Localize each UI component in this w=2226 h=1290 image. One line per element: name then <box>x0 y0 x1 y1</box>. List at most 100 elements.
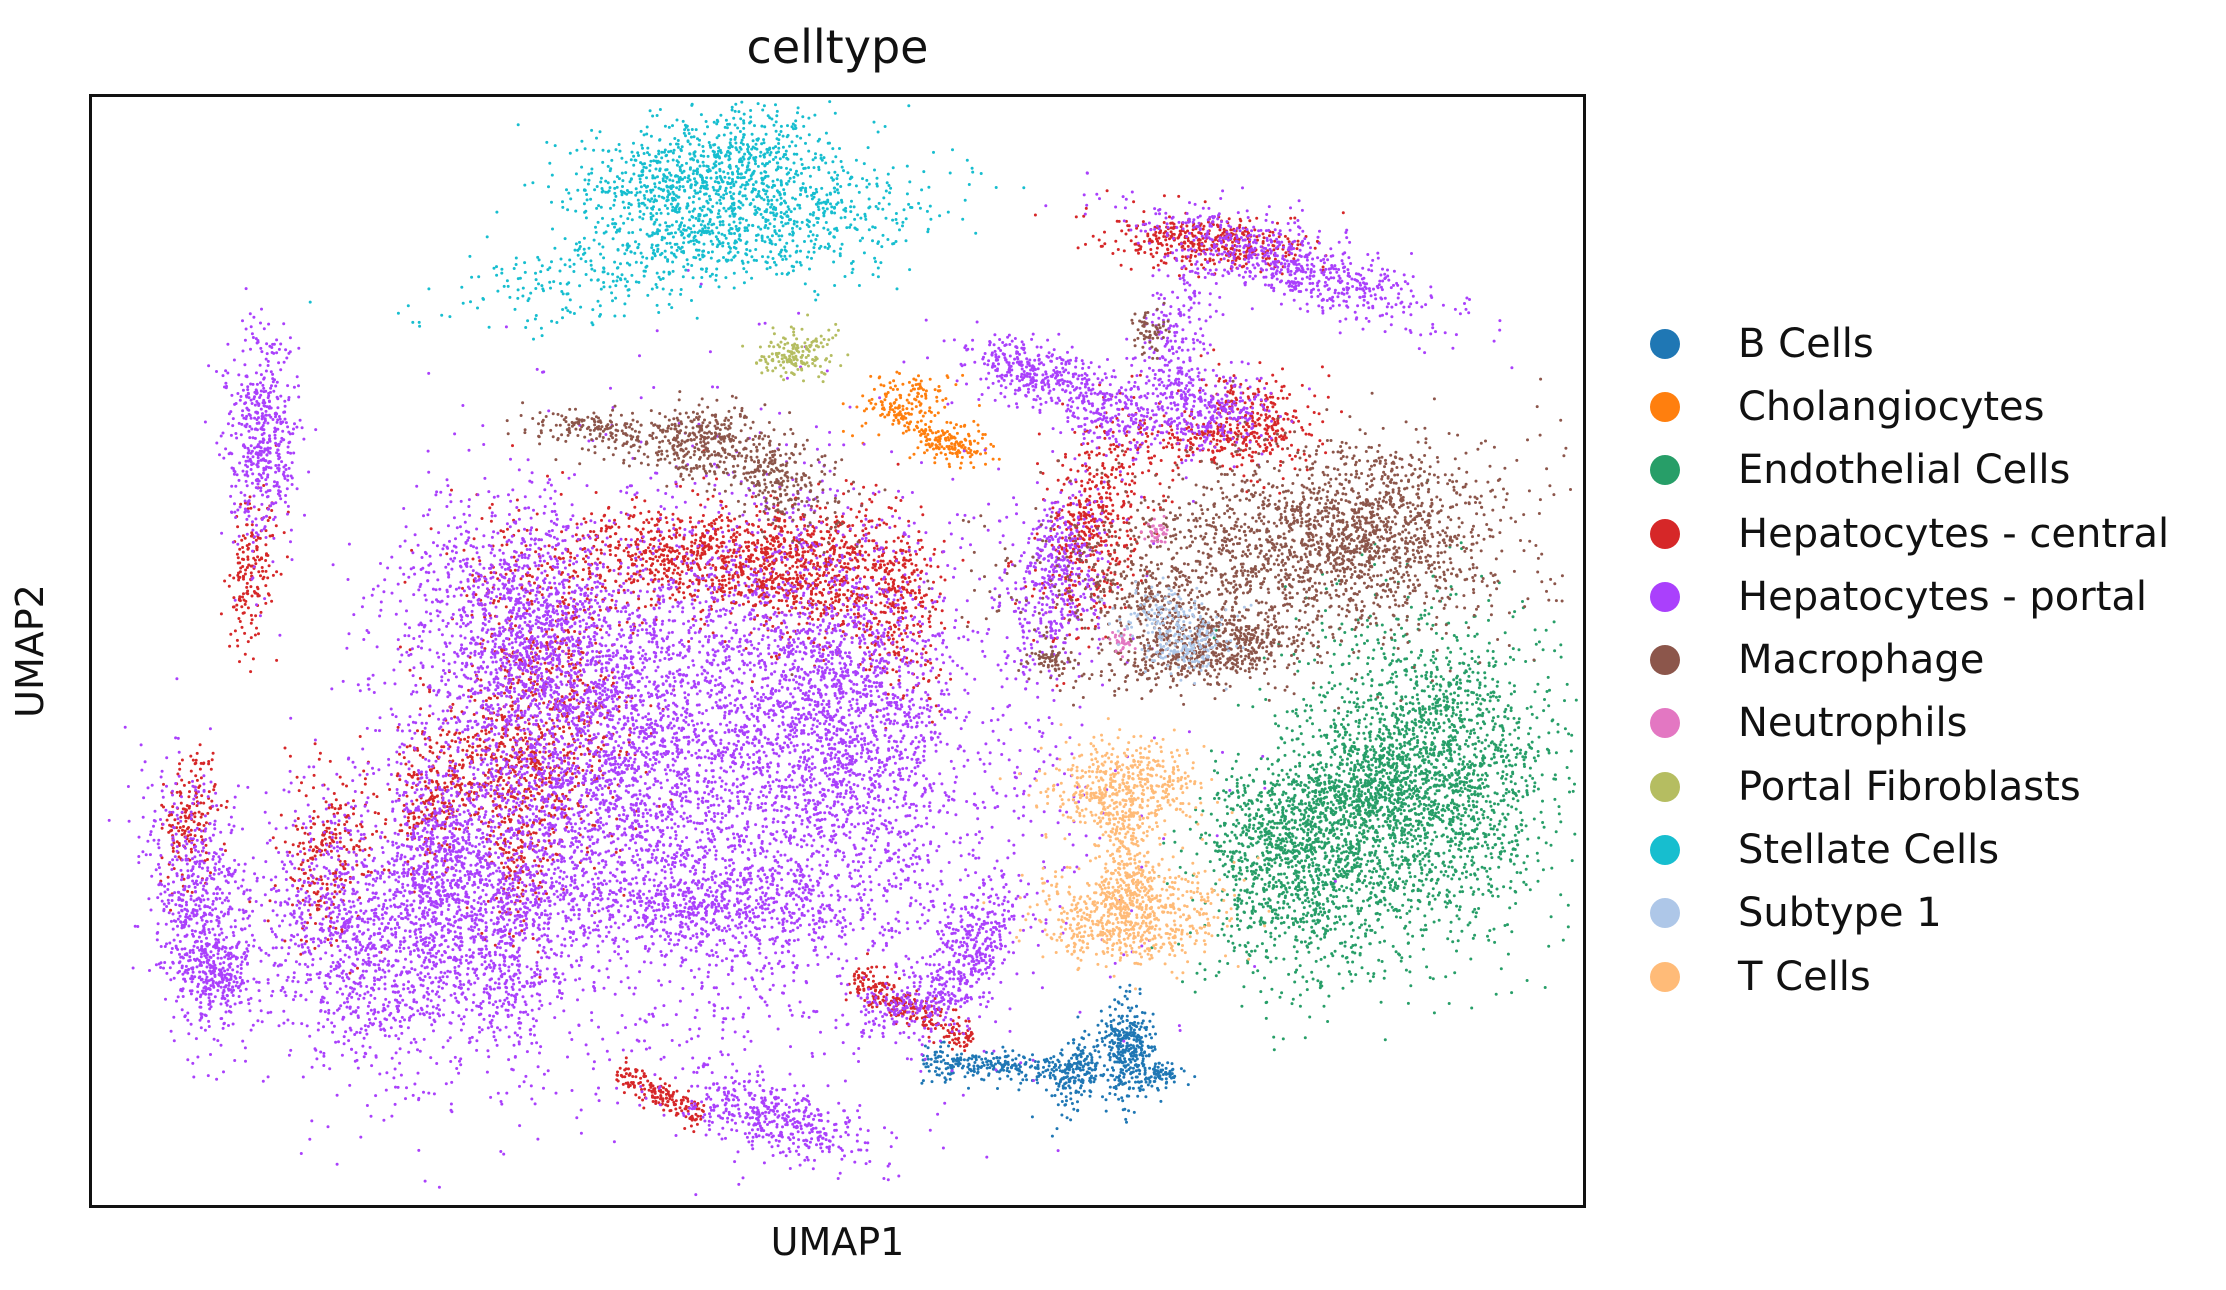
cell-point <box>1426 895 1430 899</box>
cell-point <box>1351 960 1355 964</box>
cell-point <box>1156 1070 1160 1074</box>
cell-point <box>1568 790 1571 794</box>
cell-point <box>864 421 868 425</box>
cell-point <box>1307 780 1311 784</box>
cell-point <box>1266 904 1270 908</box>
cell-point <box>1315 799 1319 803</box>
cell-point <box>1457 752 1461 756</box>
cell-point <box>1285 799 1289 803</box>
cell-point <box>1103 1036 1107 1040</box>
cell-point <box>1499 850 1503 854</box>
cell-point <box>1298 823 1302 827</box>
cell-point <box>1476 678 1480 682</box>
cell-point <box>1383 786 1387 790</box>
cell-point <box>1243 791 1247 794</box>
cell-point <box>1076 1015 1080 1019</box>
cell-point <box>1331 803 1335 807</box>
cell-point <box>1289 860 1293 864</box>
cell-point <box>1366 698 1370 702</box>
cell-point <box>1261 905 1265 909</box>
cell-point <box>1423 608 1427 612</box>
cell-point <box>1536 879 1540 883</box>
cell-point <box>1288 886 1292 890</box>
cell-point <box>1408 742 1412 746</box>
cell-point <box>1446 748 1450 752</box>
cell-point <box>1319 957 1323 961</box>
cell-point <box>1230 855 1234 859</box>
cell-point <box>1309 830 1313 834</box>
cell-point <box>1490 884 1494 888</box>
cell-point <box>1395 707 1399 711</box>
cell-point <box>967 447 971 450</box>
cell-point <box>1230 830 1234 834</box>
cell-point <box>1525 854 1529 858</box>
cell-point <box>1470 1006 1474 1010</box>
cell-point <box>1472 861 1476 865</box>
cell-point <box>1208 860 1212 864</box>
cell-point <box>1374 769 1378 773</box>
cell-point <box>1481 813 1485 817</box>
cell-point <box>1379 738 1383 741</box>
cell-point <box>1376 835 1379 839</box>
cell-point <box>1368 819 1372 822</box>
cell-point <box>1505 788 1509 791</box>
cell-point <box>1419 834 1422 838</box>
cell-point <box>1394 883 1397 887</box>
cell-point <box>1447 735 1451 739</box>
cell-point <box>1099 1073 1103 1077</box>
cell-point <box>1368 773 1372 777</box>
cell-point <box>1286 914 1290 918</box>
cell-point <box>1413 807 1417 811</box>
cell-point <box>1391 944 1395 948</box>
cell-point <box>1400 695 1404 699</box>
cell-point <box>1125 1014 1129 1018</box>
cell-point <box>1236 905 1240 909</box>
cell-point <box>1381 696 1385 700</box>
cell-point <box>1305 980 1309 983</box>
cell-point <box>1281 883 1285 887</box>
cell-point <box>1338 918 1342 922</box>
cell-point <box>1047 1064 1051 1068</box>
cell-point <box>1496 836 1500 840</box>
cell-point <box>1389 766 1393 769</box>
cell-point <box>1231 941 1235 945</box>
cell-point <box>1363 641 1366 645</box>
cell-point <box>1378 874 1381 878</box>
cell-point <box>1141 1019 1145 1023</box>
cell-point <box>1422 761 1426 765</box>
cell-point <box>1323 873 1327 877</box>
cell-point <box>934 443 938 447</box>
cell-point <box>1292 787 1296 791</box>
cell-point <box>1339 874 1343 877</box>
cell-point <box>1340 867 1344 871</box>
cell-point <box>1277 773 1281 777</box>
cell-point <box>1317 863 1321 867</box>
cell-point <box>1386 816 1390 820</box>
cell-point <box>1325 827 1329 831</box>
cell-point <box>1482 785 1486 789</box>
cell-point <box>1371 806 1375 810</box>
cell-point <box>1440 834 1444 838</box>
cell-point <box>1380 960 1384 963</box>
cell-point <box>1377 765 1381 769</box>
cell-point <box>1164 1071 1167 1074</box>
cell-point <box>1447 718 1451 721</box>
cell-point <box>1337 888 1341 891</box>
cell-point <box>1288 768 1292 772</box>
cell-point <box>1460 768 1464 771</box>
cell-point <box>1244 813 1248 817</box>
cell-point <box>1466 794 1470 798</box>
cell-point <box>1060 1048 1064 1052</box>
cell-point <box>872 387 876 391</box>
cell-point <box>1339 829 1343 832</box>
cell-point <box>1330 808 1334 812</box>
cell-point <box>1294 780 1298 783</box>
cell-point <box>1122 1049 1126 1053</box>
cell-point <box>879 413 883 417</box>
cell-point <box>1368 881 1372 885</box>
cell-point <box>1089 1090 1093 1094</box>
cell-point <box>1454 713 1458 717</box>
cell-point <box>1278 821 1281 825</box>
cell-point <box>1407 804 1411 808</box>
cell-point <box>1337 865 1341 869</box>
